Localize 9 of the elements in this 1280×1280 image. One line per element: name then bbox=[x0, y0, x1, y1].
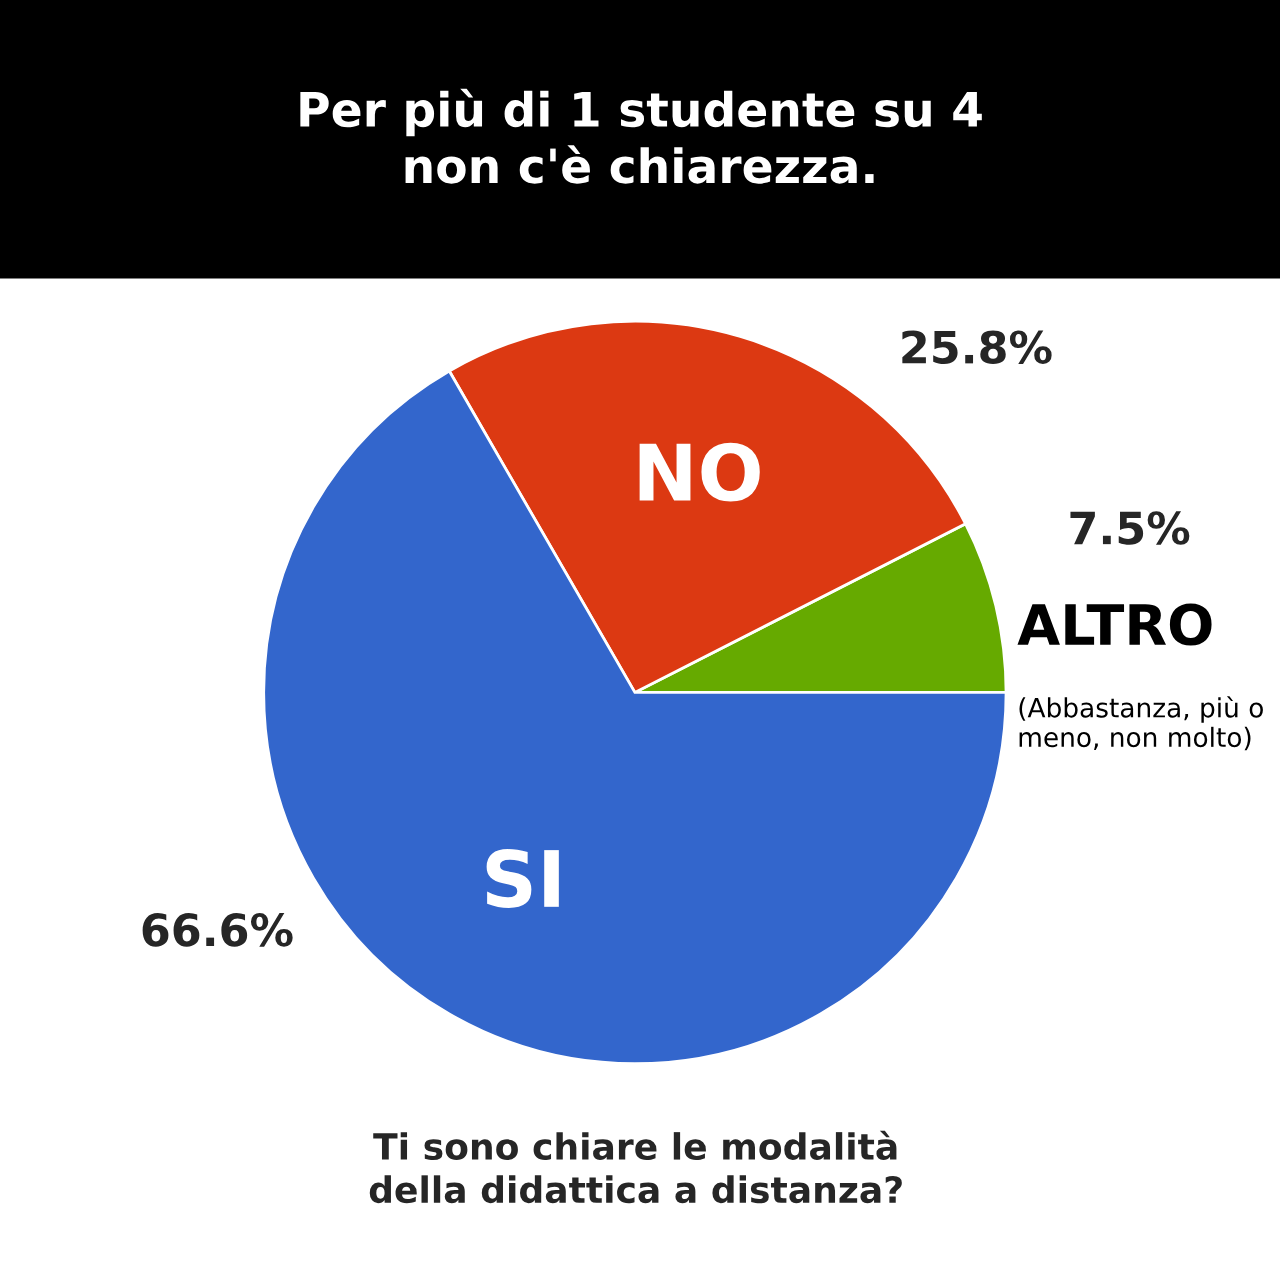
slice-label: SI bbox=[486, 849, 559, 908]
text: (Abbastanza, più o meno, non molto) bbox=[1019, 696, 1263, 751]
slice-label: NO bbox=[639, 442, 760, 502]
data-label: 66.6% bbox=[142, 913, 293, 947]
data-label: 25.8% bbox=[902, 330, 1052, 364]
slice-label: ALTRO bbox=[1017, 603, 1212, 646]
text: Ti sono chiare le modalità della didattica a distanza? bbox=[369, 1130, 902, 1204]
chart-title: Per più di 1 studente su 4 non c'è chiarezza. bbox=[300, 88, 982, 184]
data-label: 7.5% bbox=[1070, 511, 1190, 545]
